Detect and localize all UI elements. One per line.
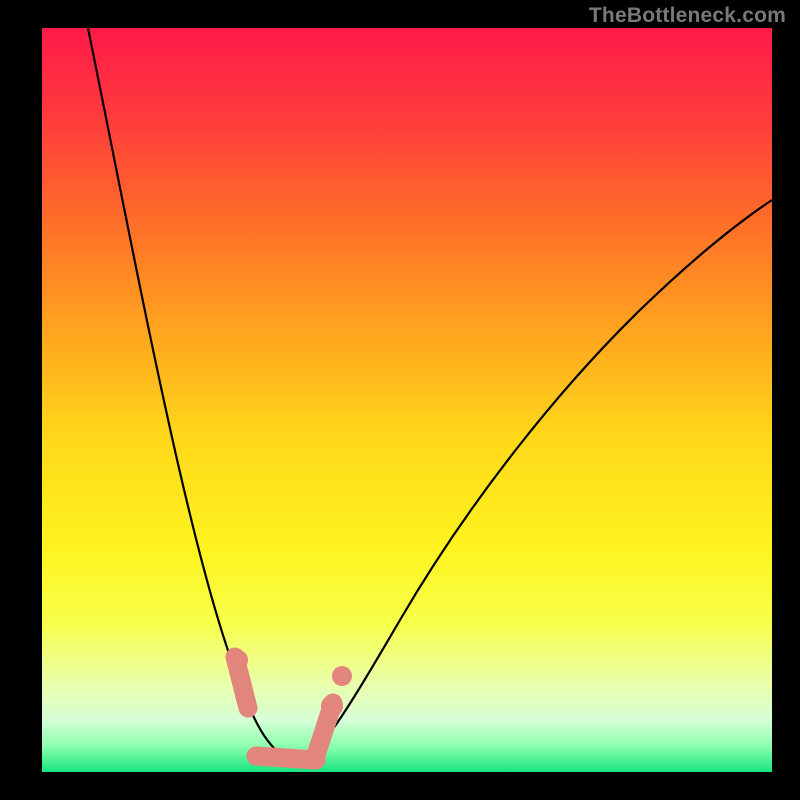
watermark-text: TheBottleneck.com	[589, 4, 786, 28]
bottleneck-chart	[0, 0, 800, 800]
plot-area	[42, 28, 772, 772]
